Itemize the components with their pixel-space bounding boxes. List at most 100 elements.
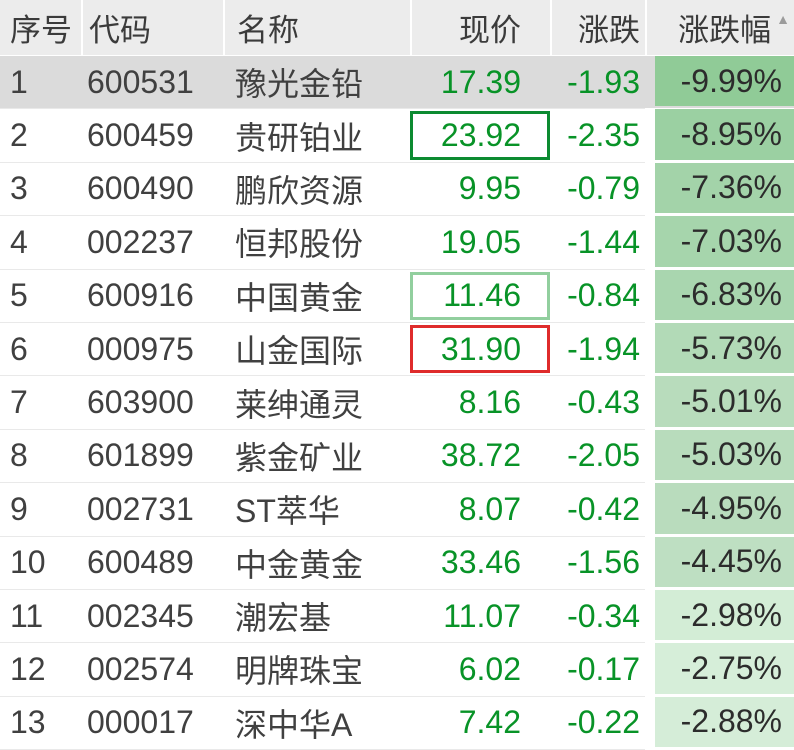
pct-badge: -5.73% (655, 322, 794, 374)
cell-name: 莱绅通灵 (223, 376, 410, 430)
cell-change: -0.34 (550, 590, 645, 644)
cell-code: 000017 (81, 697, 223, 750)
pct-badge: -4.45% (655, 536, 794, 587)
cell-change: -0.17 (550, 643, 645, 697)
cell-price: 19.05 (410, 216, 550, 270)
cell-name: 豫光金铅 (223, 56, 410, 110)
column-header-index[interactable]: 序号 (10, 13, 72, 48)
cell-index: 1 (0, 56, 81, 110)
cell-pct: -4.95% (645, 483, 794, 537)
table-row[interactable]: 9 002731 ST萃华 8.07 -0.42 -4.95% (0, 483, 794, 537)
cell-pct: -2.98% (645, 589, 794, 644)
cell-index: 13 (0, 697, 81, 750)
table-row[interactable]: 7 603900 莱绅通灵 8.16 -0.43 -5.01% (0, 376, 794, 430)
cell-name: 贵研铂业 (223, 109, 410, 163)
price-highlight-box: 11.46 (410, 271, 550, 320)
pct-badge: -8.95% (655, 109, 794, 160)
cell-name: 潮宏基 (223, 590, 410, 644)
table-row[interactable]: 6 000975 山金国际 31.90 -1.94 -5.73% (0, 322, 794, 377)
table-row[interactable]: 10 600489 中金黄金 33.46 -1.56 -4.45% (0, 536, 794, 590)
table-row[interactable]: 8 601899 紫金矿业 38.72 -2.05 -5.03% (0, 429, 794, 484)
column-header-code[interactable]: 代码 (81, 0, 223, 55)
cell-pct: -5.73% (645, 322, 794, 377)
cell-code: 002574 (81, 643, 223, 697)
column-header-change[interactable]: 涨跌 (550, 0, 645, 55)
cell-code: 600490 (81, 163, 223, 217)
cell-code: 600489 (81, 537, 223, 590)
sort-ascending-icon[interactable]: ▲ (776, 10, 790, 27)
cell-index: 7 (0, 376, 81, 430)
cell-pct: -5.01% (645, 376, 794, 430)
pct-badge: -9.99% (655, 56, 794, 107)
cell-name: ST萃华 (223, 483, 410, 537)
column-header-name[interactable]: 名称 (223, 0, 410, 55)
price-highlight-box: 23.92 (410, 111, 550, 160)
pct-badge: -5.03% (655, 429, 794, 481)
cell-price: 33.46 (410, 537, 550, 590)
cell-change: -0.42 (550, 483, 645, 537)
cell-pct: -9.99% (645, 56, 794, 110)
table-body: 1 600531 豫光金铅 17.39 -1.93 -9.99% 2 600459 贵研铂业 23… (0, 56, 794, 750)
price-highlight-box: 31.90 (410, 324, 550, 374)
cell-code: 002345 (81, 590, 223, 644)
cell-change: -1.44 (550, 216, 645, 270)
cell-index: 8 (0, 430, 81, 484)
cell-index: 2 (0, 109, 81, 163)
cell-name: 明牌珠宝 (223, 643, 410, 697)
cell-code: 600459 (81, 109, 223, 163)
column-header-pct[interactable]: 涨跌幅 ▲ (645, 0, 794, 55)
table-row[interactable]: 12 002574 明牌珠宝 6.02 -0.17 -2.75% (0, 643, 794, 697)
cell-pct: -6.83% (645, 269, 794, 323)
cell-name: 深中华A (223, 697, 410, 750)
table-row[interactable]: 5 600916 中国黄金 11.46 -0.84 -6.83% (0, 269, 794, 323)
table-row[interactable]: 4 002237 恒邦股份 19.05 -1.44 -7.03% (0, 216, 794, 270)
cell-pct: -2.88% (645, 696, 794, 750)
table-row[interactable]: 1 600531 豫光金铅 17.39 -1.93 -9.99% (0, 56, 794, 110)
cell-change: -0.22 (550, 697, 645, 750)
cell-index: 11 (0, 590, 81, 644)
cell-change: -1.93 (550, 56, 645, 110)
cell-price: 38.72 (410, 430, 550, 484)
pct-badge: -4.95% (655, 483, 794, 534)
pct-badge: -2.88% (655, 696, 794, 748)
cell-price: 31.90 (410, 323, 550, 377)
cell-index: 4 (0, 216, 81, 270)
cell-pct: -4.45% (645, 536, 794, 590)
column-header-price[interactable]: 现价 (410, 0, 550, 55)
cell-index: 6 (0, 323, 81, 377)
cell-price: 17.39 (410, 56, 550, 110)
pct-badge: -5.01% (655, 376, 794, 427)
cell-price: 23.92 (410, 109, 550, 163)
cell-index: 12 (0, 643, 81, 697)
cell-code: 002731 (81, 483, 223, 537)
pct-badge: -7.36% (655, 162, 794, 214)
pct-badge: -7.03% (655, 216, 794, 267)
cell-price: 11.46 (410, 270, 550, 323)
table-row[interactable]: 2 600459 贵研铂业 23.92 -2.35 -8.95% (0, 109, 794, 163)
cell-name: 山金国际 (223, 323, 410, 377)
cell-name: 中国黄金 (223, 270, 410, 323)
cell-price: 6.02 (410, 643, 550, 697)
cell-pct: -7.36% (645, 162, 794, 217)
table-row[interactable]: 13 000017 深中华A 7.42 -0.22 -2.88% (0, 696, 794, 750)
cell-price: 8.07 (410, 483, 550, 537)
cell-code: 600916 (81, 270, 223, 323)
column-header-pct-label: 涨跌幅 (678, 13, 772, 48)
cell-code: 000975 (81, 323, 223, 377)
cell-pct: -8.95% (645, 109, 794, 163)
cell-pct: -5.03% (645, 429, 794, 484)
cell-change: -1.56 (550, 537, 645, 590)
cell-price: 8.16 (410, 376, 550, 430)
cell-price: 11.07 (410, 590, 550, 644)
cell-index: 5 (0, 270, 81, 323)
cell-index: 9 (0, 483, 81, 537)
cell-change: -0.43 (550, 376, 645, 430)
cell-price: 7.42 (410, 697, 550, 750)
table-row[interactable]: 3 600490 鹏欣资源 9.95 -0.79 -7.36% (0, 162, 794, 217)
cell-code: 600531 (81, 56, 223, 110)
table-row[interactable]: 11 002345 潮宏基 11.07 -0.34 -2.98% (0, 589, 794, 644)
cell-change: -2.35 (550, 109, 645, 163)
cell-code: 603900 (81, 376, 223, 430)
cell-code: 002237 (81, 216, 223, 270)
